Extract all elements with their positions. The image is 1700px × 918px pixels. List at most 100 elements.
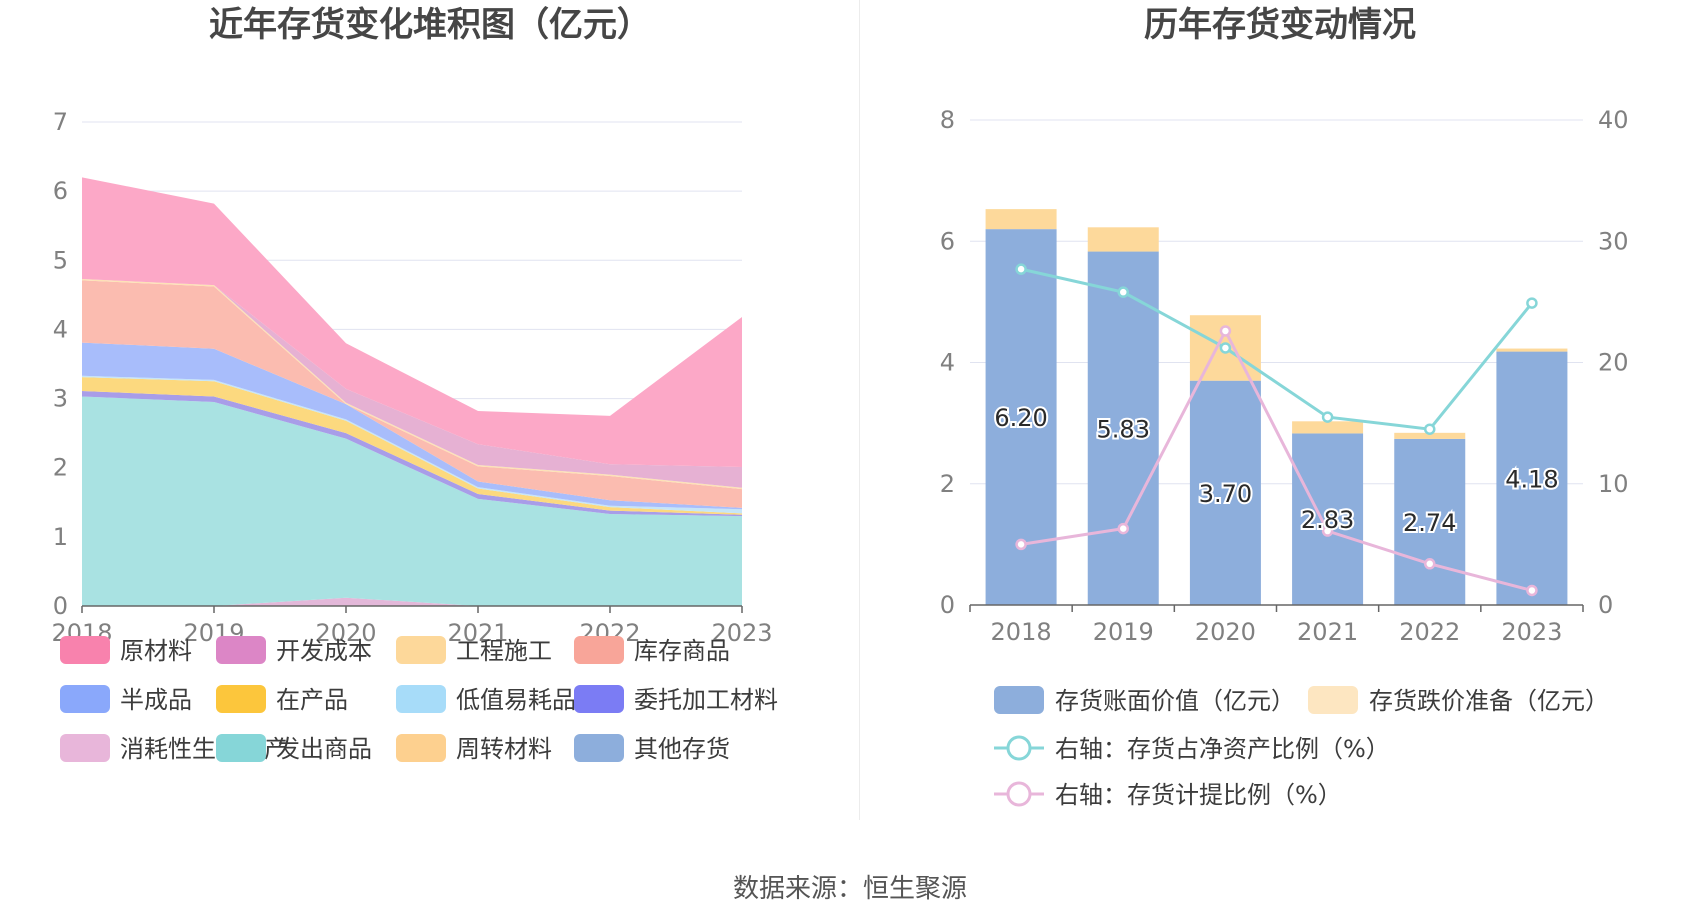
y-right-tick-label: 30 <box>1598 227 1629 255</box>
line-右轴：存货计提比例（%） <box>1020 327 1533 592</box>
inventory-bar-line-chart: 0 2 4 6 8 0 10 20 30 40 2018 2019 2020 2021 2022 2023 6.… <box>940 106 1629 809</box>
area-发出商品 <box>82 396 742 606</box>
legend-item-委托加工材料[interactable]: 委托加工材料 <box>574 685 778 714</box>
area-原材料 <box>82 177 742 468</box>
legend-swatch <box>60 734 110 762</box>
x-tick-label: 2019 <box>1093 618 1154 646</box>
legend-label: 周转材料 <box>456 735 552 763</box>
legend-item-impairment-ratio[interactable]: 右轴：存货计提比例（%） <box>994 781 1342 809</box>
bar-value-label: 2.74 <box>1403 509 1456 537</box>
bar-value-label: 5.83 <box>1097 415 1150 443</box>
legend-swatch <box>216 636 266 664</box>
x-tick-label: 2020 <box>1195 618 1256 646</box>
line-point[interactable] <box>1015 263 1027 275</box>
legend-item-发出商品[interactable]: 发出商品 <box>216 734 372 763</box>
bar-book-value[interactable] <box>1189 380 1261 605</box>
legend-swatch <box>574 734 624 762</box>
legend-swatch <box>396 636 446 664</box>
line-point[interactable] <box>1117 286 1129 298</box>
y-tick-label: 6 <box>53 177 68 205</box>
bar-book-value[interactable] <box>1292 433 1364 605</box>
bar-book-value[interactable] <box>1394 438 1466 605</box>
y-right-tick-label: 20 <box>1598 349 1629 377</box>
legend-item-低值易耗品[interactable]: 低值易耗品 <box>396 685 576 714</box>
bar-impairment[interactable] <box>985 209 1057 230</box>
line-point[interactable] <box>1424 558 1436 570</box>
bar-value-label: 3.70 <box>1199 480 1252 508</box>
line-point[interactable] <box>1117 522 1129 535</box>
legend-swatch <box>396 734 446 762</box>
data-source-note: 数据来源：恒生聚源 <box>732 874 967 904</box>
x-tick-label: 2023 <box>711 619 772 647</box>
legend-label: 开发成本 <box>276 637 372 665</box>
line-point[interactable] <box>1219 342 1232 354</box>
right-chart-title: 历年存货变动情况 <box>1144 5 1416 45</box>
y-tick-label: 0 <box>53 592 68 620</box>
legend-swatch <box>994 686 1044 714</box>
legend-item-其他存货[interactable]: 其他存货 <box>574 734 730 763</box>
legend-label: 库存商品 <box>634 637 730 665</box>
legend-item-原材料[interactable]: 原材料 <box>60 636 192 665</box>
line-point[interactable] <box>1424 423 1436 435</box>
legend-swatch <box>1308 686 1358 714</box>
legend-label: 发出商品 <box>276 735 372 763</box>
area-半成品 <box>82 342 742 510</box>
legend-item-半成品[interactable]: 半成品 <box>60 685 192 714</box>
y-left-tick-label: 0 <box>940 591 955 619</box>
y-right-tick-label: 10 <box>1598 470 1629 498</box>
legend-swatch <box>574 636 624 664</box>
stacked-area-chart: 012345672018 2019 2020 2021 2022 2023原材料 开发成本工… <box>51 108 778 763</box>
y-tick-label: 7 <box>53 108 68 136</box>
area-开发成本 <box>82 278 742 488</box>
bar-value-label: 2.83 <box>1301 506 1354 534</box>
y-tick-label: 3 <box>53 385 68 413</box>
line-point[interactable] <box>1219 325 1232 337</box>
legend-item-库存商品[interactable]: 库存商品 <box>574 636 730 665</box>
legend-item-开发成本[interactable]: 开发成本 <box>216 636 372 665</box>
y-right-tick-label: 0 <box>1598 591 1613 619</box>
bar-impairment[interactable] <box>1292 421 1364 434</box>
line-point[interactable] <box>1321 411 1334 423</box>
line-point[interactable] <box>1321 525 1334 537</box>
bar-impairment[interactable] <box>1496 348 1568 352</box>
legend-swatch <box>60 685 110 713</box>
legend-label: 在产品 <box>276 686 348 714</box>
legend-marker <box>1006 735 1032 761</box>
bar-value-label: 6.20 <box>994 404 1047 432</box>
legend-label: 右轴：存货占净资产比例（%） <box>1055 735 1390 763</box>
y-left-tick-label: 4 <box>940 349 955 377</box>
line-point[interactable] <box>1526 297 1538 309</box>
legend-swatch <box>396 685 446 713</box>
panel-divider <box>859 0 860 820</box>
bar-impairment[interactable] <box>1087 227 1159 252</box>
legend-item-在产品[interactable]: 在产品 <box>216 685 348 714</box>
x-tick-label: 2018 <box>991 618 1052 646</box>
legend-item-book-value[interactable]: 存货账面价值（亿元） <box>994 686 1295 715</box>
legend-label: 工程施工 <box>456 637 552 665</box>
line-point[interactable] <box>1015 538 1027 551</box>
y-left-tick-label: 8 <box>940 106 955 134</box>
y-tick-label: 5 <box>53 246 68 274</box>
legend-item-net-asset-ratio[interactable]: 右轴：存货占净资产比例（%） <box>994 735 1390 763</box>
x-tick-label: 2021 <box>1297 618 1358 646</box>
bar-value-label: 4.18 <box>1505 465 1558 493</box>
legend-item-周转材料[interactable]: 周转材料 <box>396 734 552 763</box>
y-tick-label: 2 <box>53 454 68 482</box>
x-tick-label: 2020 <box>315 619 376 647</box>
legend-label: 低值易耗品 <box>456 686 576 714</box>
legend-swatch <box>216 685 266 713</box>
y-left-tick-label: 2 <box>940 470 955 498</box>
bar-impairment[interactable] <box>1394 432 1466 439</box>
bar-book-value[interactable] <box>1087 251 1159 605</box>
legend-label: 半成品 <box>120 686 192 714</box>
legend-swatch <box>574 685 624 713</box>
line-point[interactable] <box>1526 584 1538 597</box>
legend-label: 存货跌价准备（亿元） <box>1369 687 1609 715</box>
legend-item-工程施工[interactable]: 工程施工 <box>396 636 552 665</box>
area-库存商品 <box>82 280 742 508</box>
line-右轴：存货占净资产比例（%） <box>1020 267 1534 431</box>
left-chart-title: 近年存货变化堆积图（亿元） <box>209 5 651 45</box>
legend-label: 其他存货 <box>634 735 730 763</box>
bar-book-value[interactable] <box>1496 351 1568 605</box>
legend-item-impairment[interactable]: 存货跌价准备（亿元） <box>1308 686 1609 715</box>
